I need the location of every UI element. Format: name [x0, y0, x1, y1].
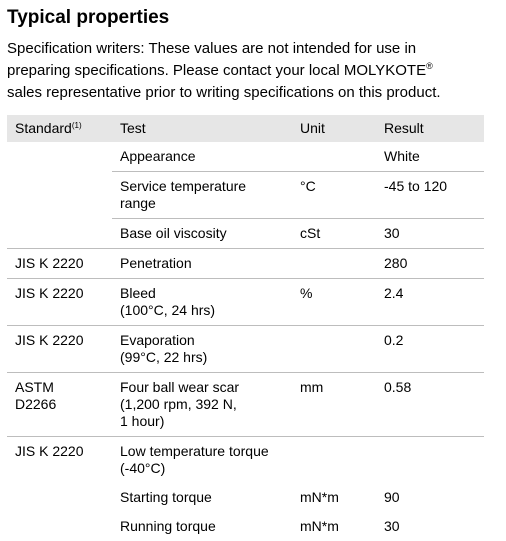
cell-standard: ASTM D2266 — [7, 372, 112, 437]
properties-table: Standard(1) Test Unit Result Appearance … — [7, 115, 484, 541]
cell-standard: JIS K 2220 — [7, 278, 112, 326]
cell-result: 280 — [376, 248, 484, 279]
header-unit: Unit — [292, 115, 376, 142]
intro-paragraph: Specification writers: These values are … — [7, 38, 503, 104]
cell-result: -45 to 120 — [376, 171, 484, 219]
cell-unit — [292, 325, 376, 373]
registered-mark: ® — [426, 61, 433, 71]
cell-unit: cSt — [292, 218, 376, 249]
cell-result: 0.2 — [376, 325, 484, 373]
table-row: JIS K 2220 Evaporation (99°C, 22 hrs) 0.2 — [7, 325, 484, 373]
header-result: Result — [376, 115, 484, 142]
intro-line-2: preparing specifications. Please contact… — [7, 60, 503, 82]
cell-test: Bleed (100°C, 24 hrs) — [112, 278, 292, 326]
cell-result: 90 — [384, 489, 400, 505]
cell-unit — [292, 437, 376, 484]
table-row: Service temperature range °C -45 to 120 — [7, 171, 484, 219]
table-row: Starting torque mN*m 90 — [7, 483, 484, 512]
table-header-row: Standard(1) Test Unit Result — [7, 115, 484, 142]
cell-test: Evaporation (99°C, 22 hrs) — [112, 325, 292, 373]
cell-unit: °C — [292, 171, 376, 219]
cell-unit — [292, 142, 376, 172]
cell-standard — [7, 218, 112, 249]
table-row: JIS K 2220 Low temperature torque (-40°C) — [7, 437, 484, 484]
header-test: Test — [112, 115, 292, 142]
intro-line-3: sales representative prior to writing sp… — [7, 84, 441, 101]
cell-standard — [7, 512, 112, 541]
cell-unit: mN*m — [300, 489, 339, 505]
cell-test: Appearance — [112, 142, 292, 172]
cell-test: Base oil viscosity — [112, 218, 292, 249]
footnote-marker: (1) — [71, 121, 82, 130]
intro-line-2-text: preparing specifications. Please contact… — [7, 62, 427, 79]
cell-unit: mN*m — [300, 518, 339, 534]
section-title: Typical properties — [7, 7, 170, 28]
document-page: Typical properties Specification writers… — [7, 7, 503, 534]
cell-standard: JIS K 2220 — [7, 325, 112, 373]
cell-result: White — [376, 142, 484, 172]
cell-test: Running torque — [120, 518, 216, 534]
cell-standard — [7, 172, 112, 219]
cell-standard: JIS K 2220 — [7, 248, 112, 279]
cell-standard: JIS K 2220 — [15, 443, 84, 459]
cell-test: Starting torque — [120, 489, 212, 505]
cell-result: 30 — [384, 518, 400, 534]
table-row: Appearance White — [7, 142, 484, 172]
cell-unit: mm — [292, 372, 376, 437]
cell-result: 2.4 — [376, 278, 484, 326]
table-row: Base oil viscosity cSt 30 — [7, 218, 484, 249]
cell-standard — [7, 142, 112, 172]
cell-unit — [292, 248, 376, 279]
cell-result — [376, 437, 484, 484]
table-row: Running torque mN*m 30 — [7, 512, 484, 541]
cell-test: Service temperature range — [112, 171, 292, 219]
table-row: ASTM D2266 Four ball wear scar (1,200 rpm,… — [7, 372, 484, 437]
cell-test: Four ball wear scar (1,200 rpm, 392 N, 1 h… — [112, 372, 292, 437]
cell-standard — [7, 483, 112, 512]
table-row: JIS K 2220 Bleed (100°C, 24 hrs) % 2.4 — [7, 278, 484, 326]
header-standard: Standard(1) — [7, 115, 112, 142]
cell-unit: % — [292, 278, 376, 326]
cell-result: 30 — [376, 218, 484, 249]
cell-test: Penetration — [112, 248, 292, 279]
intro-line-1: Specification writers: These values are … — [7, 40, 417, 57]
table-row: JIS K 2220 Penetration 280 — [7, 248, 484, 279]
cell-test: Low temperature torque (-40°C) — [120, 443, 269, 476]
cell-result: 0.58 — [376, 372, 484, 437]
